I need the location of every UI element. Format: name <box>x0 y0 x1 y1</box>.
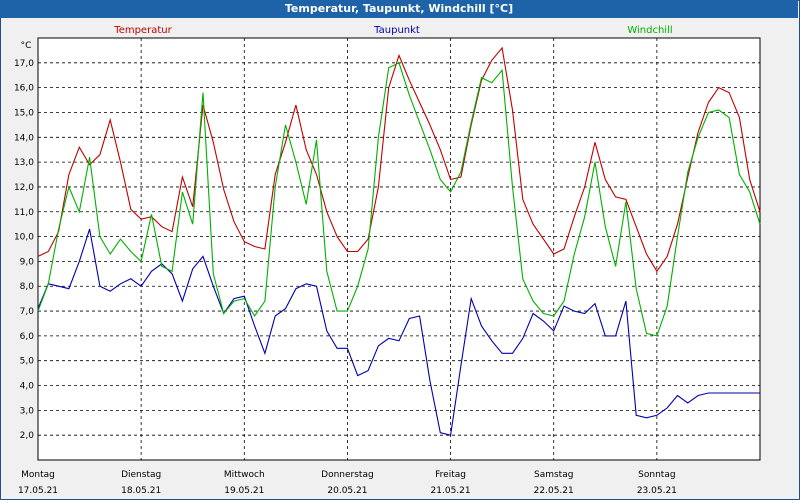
y-tick-label: 10,0 <box>14 233 34 243</box>
x-tick-date: 20.05.21 <box>327 486 367 496</box>
x-tick-date: 17.05.21 <box>18 486 58 496</box>
series-line-windchill <box>37 62 761 337</box>
y-tick-label: 3,0 <box>20 406 35 416</box>
y-tick-label: 16,0 <box>14 84 34 94</box>
x-tick-date: 22.05.21 <box>534 486 574 496</box>
x-tick-day: Donnerstag <box>321 470 374 480</box>
y-tick-label: 9,0 <box>20 257 35 267</box>
y-tick-label: 15,0 <box>14 108 34 118</box>
y-tick-label: 11,0 <box>14 208 34 218</box>
x-tick-day: Montag <box>21 470 55 480</box>
x-tick-date: 23.05.21 <box>637 486 677 496</box>
legend-windchill: Windchill <box>627 25 672 36</box>
y-tick-label: 13,0 <box>14 158 34 168</box>
x-tick-day: Mittwoch <box>224 470 265 480</box>
plot-area <box>37 37 761 461</box>
legend-temperatur: Temperatur <box>113 25 172 36</box>
y-tick-label: 7,0 <box>20 307 35 317</box>
y-tick-label: 8,0 <box>20 282 35 292</box>
y-tick-label: 6,0 <box>20 332 35 342</box>
x-tick-day: Freitag <box>435 470 466 480</box>
y-tick-label: 14,0 <box>14 133 34 143</box>
x-tick-date: 21.05.21 <box>431 486 471 496</box>
x-tick-day: Sonntag <box>638 470 675 480</box>
y-tick-label: 5,0 <box>20 357 35 367</box>
y-axis-label: °C <box>21 41 32 51</box>
y-tick-label: 17,0 <box>14 59 34 69</box>
y-tick-label: 12,0 <box>14 183 34 193</box>
x-tick-date: 19.05.21 <box>224 486 264 496</box>
y-tick-label: 4,0 <box>20 382 35 392</box>
legend-taupunkt: Taupunkt <box>373 25 420 36</box>
series-line-taupunkt <box>37 228 760 436</box>
x-tick-date: 18.05.21 <box>121 486 161 496</box>
x-tick-day: Samstag <box>534 470 573 480</box>
window-title: Temperatur, Taupunkt, Windchill [°C] <box>0 0 798 18</box>
y-tick-label: 2,0 <box>20 431 35 441</box>
x-tick-day: Dienstag <box>121 470 161 480</box>
series-line-temperatur <box>37 46 761 273</box>
